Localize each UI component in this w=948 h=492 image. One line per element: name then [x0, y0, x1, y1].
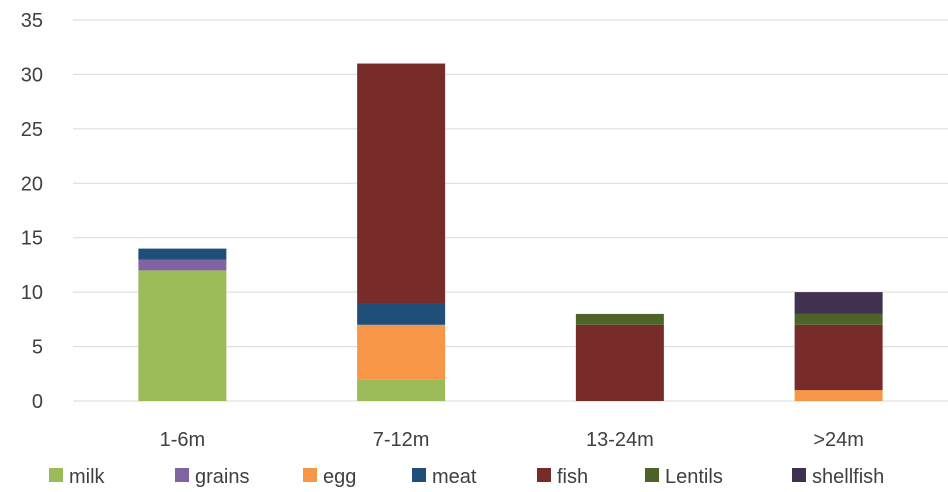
- legend-swatch-milk: [49, 468, 63, 482]
- x-tick-label: 1-6m: [160, 429, 206, 451]
- bars: [138, 63, 883, 401]
- legend-swatch-egg: [303, 468, 317, 482]
- legend-label-fish: fish: [557, 466, 588, 488]
- y-tick-label: 0: [32, 391, 43, 413]
- bar-segment-meat: [138, 248, 227, 260]
- legend-label-milk: milk: [69, 466, 106, 488]
- legend-label-shellfish: shellfish: [812, 466, 884, 488]
- bar-segment-shellfish: [794, 292, 883, 314]
- legend-swatch-meat: [412, 468, 426, 482]
- bar-segment-lentils: [575, 313, 664, 325]
- y-tick-label: 30: [21, 64, 43, 86]
- y-tick-label: 15: [21, 228, 43, 250]
- bar-segment-fish: [357, 63, 446, 304]
- bar-segment-fish: [575, 324, 664, 401]
- bar-segment-milk: [357, 379, 446, 401]
- legend-label-meat: meat: [432, 466, 477, 488]
- legend-label-egg: egg: [323, 466, 356, 488]
- legend-label-grains: grains: [195, 466, 249, 488]
- legend-swatch-shellfish: [792, 468, 806, 482]
- bar-segment-meat: [357, 303, 446, 325]
- legend: milk grains egg meat fish Lentils shellfish: [49, 466, 884, 488]
- y-tick-label: 5: [32, 337, 43, 359]
- bar-segment-fish: [794, 324, 883, 391]
- y-tick-label: 25: [21, 119, 43, 141]
- y-tick-label: 35: [21, 10, 43, 32]
- legend-swatch-grains: [175, 468, 189, 482]
- y-axis-ticks: 0 5 10 15 20 25 30 35: [21, 10, 43, 413]
- y-tick-label: 10: [21, 282, 43, 304]
- x-tick-label: >24m: [813, 429, 864, 451]
- bar-segment-lentils: [794, 313, 883, 325]
- x-tick-label: 7-12m: [373, 429, 430, 451]
- x-axis-ticks: 1-6m 7-12m 13-24m >24m: [160, 429, 864, 451]
- bar-segment-egg: [357, 324, 446, 380]
- legend-label-lentils: Lentils: [665, 466, 723, 488]
- bar-segment-milk: [138, 270, 227, 401]
- bar-segment-grains: [138, 259, 227, 271]
- legend-swatch-lentils: [645, 468, 659, 482]
- legend-swatch-fish: [537, 468, 551, 482]
- x-tick-label: 13-24m: [586, 429, 654, 451]
- y-tick-label: 20: [21, 173, 43, 195]
- bar-segment-egg: [794, 390, 883, 401]
